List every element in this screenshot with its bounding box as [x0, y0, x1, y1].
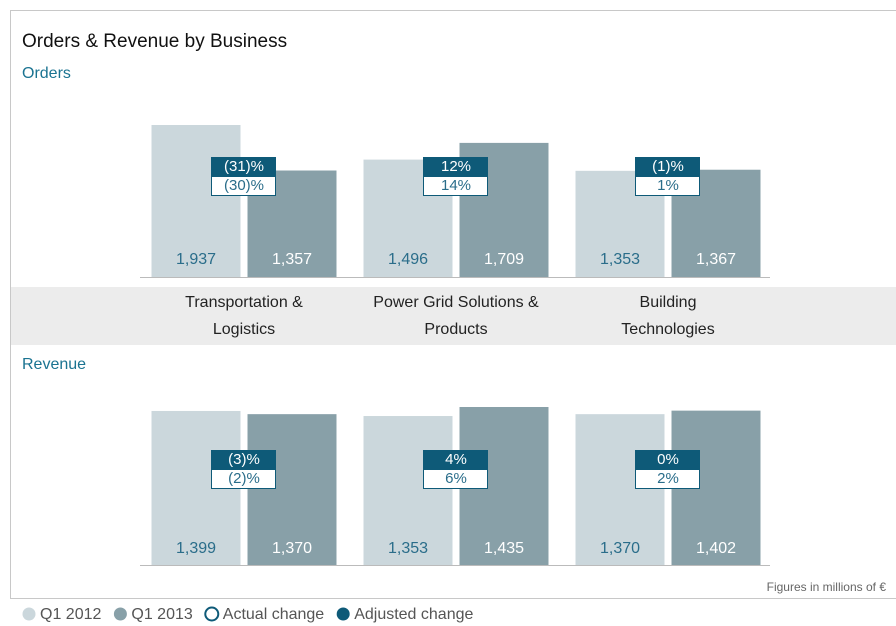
- actual-change-box: [211, 469, 276, 489]
- chart-title: Orders & Revenue by Business: [22, 31, 287, 52]
- actual-change-label: (2)%: [228, 470, 260, 487]
- adjusted-change-box: [423, 450, 488, 469]
- adjusted-change-label: (31)%: [224, 158, 264, 175]
- adjusted-change-label: (1)%: [652, 158, 684, 175]
- actual-change-label: 2%: [657, 470, 679, 487]
- bar: [247, 414, 337, 565]
- legend-label: Q1 2013: [131, 606, 192, 623]
- legend-label: Q1 2012: [40, 606, 101, 623]
- adjusted-change-label: 4%: [445, 451, 467, 468]
- legend-marker: [113, 607, 127, 621]
- value-label: 1,367: [696, 251, 736, 268]
- actual-change-label: (30)%: [224, 177, 264, 194]
- legend-marker: [204, 606, 220, 622]
- value-label: 1,357: [272, 251, 312, 268]
- adjusted-change-box: [635, 157, 700, 176]
- category-label: Transportation & Logistics: [185, 294, 303, 338]
- adjusted-change-box: [211, 450, 276, 469]
- value-label: 1,496: [388, 251, 428, 268]
- actual-change-label: 1%: [657, 177, 679, 194]
- bar: [363, 416, 453, 565]
- actual-change-label: 14%: [441, 177, 471, 194]
- value-label: 1,353: [388, 540, 428, 557]
- adjusted-change-box: [423, 157, 488, 176]
- legend-marker: [336, 607, 350, 621]
- bar: [575, 414, 665, 565]
- adjusted-change-label: 12%: [441, 158, 471, 175]
- legend-marker: [22, 607, 36, 621]
- legend-label: Adjusted change: [354, 606, 473, 623]
- panel-title: Revenue: [22, 356, 86, 373]
- actual-change-box: [211, 176, 276, 196]
- value-label: 1,709: [484, 251, 524, 268]
- panel-title: Orders: [22, 65, 71, 82]
- adjusted-change-box: [635, 450, 700, 469]
- category-label: Power Grid Solutions & Products: [373, 294, 539, 338]
- legend-label: Actual change: [223, 606, 325, 623]
- adjusted-change-box: [211, 157, 276, 176]
- actual-change-box: [635, 176, 700, 196]
- value-label: 1,370: [272, 540, 312, 557]
- actual-change-box: [635, 469, 700, 489]
- value-label: 1,402: [696, 540, 736, 557]
- value-label: 1,937: [176, 251, 216, 268]
- value-label: 1,353: [600, 251, 640, 268]
- value-label: 1,370: [600, 540, 640, 557]
- adjusted-change-label: 0%: [657, 451, 679, 468]
- adjusted-change-label: (3)%: [228, 451, 260, 468]
- value-label: 1,399: [176, 540, 216, 557]
- actual-change-label: 6%: [445, 470, 467, 487]
- actual-change-box: [423, 469, 488, 489]
- value-label: 1,435: [484, 540, 524, 557]
- actual-change-box: [423, 176, 488, 196]
- frame: [10, 10, 896, 599]
- note: Figures in millions of €: [767, 580, 887, 594]
- category-label: Building Technologies: [621, 294, 715, 338]
- bar: [151, 125, 241, 277]
- category-band: [11, 287, 896, 345]
